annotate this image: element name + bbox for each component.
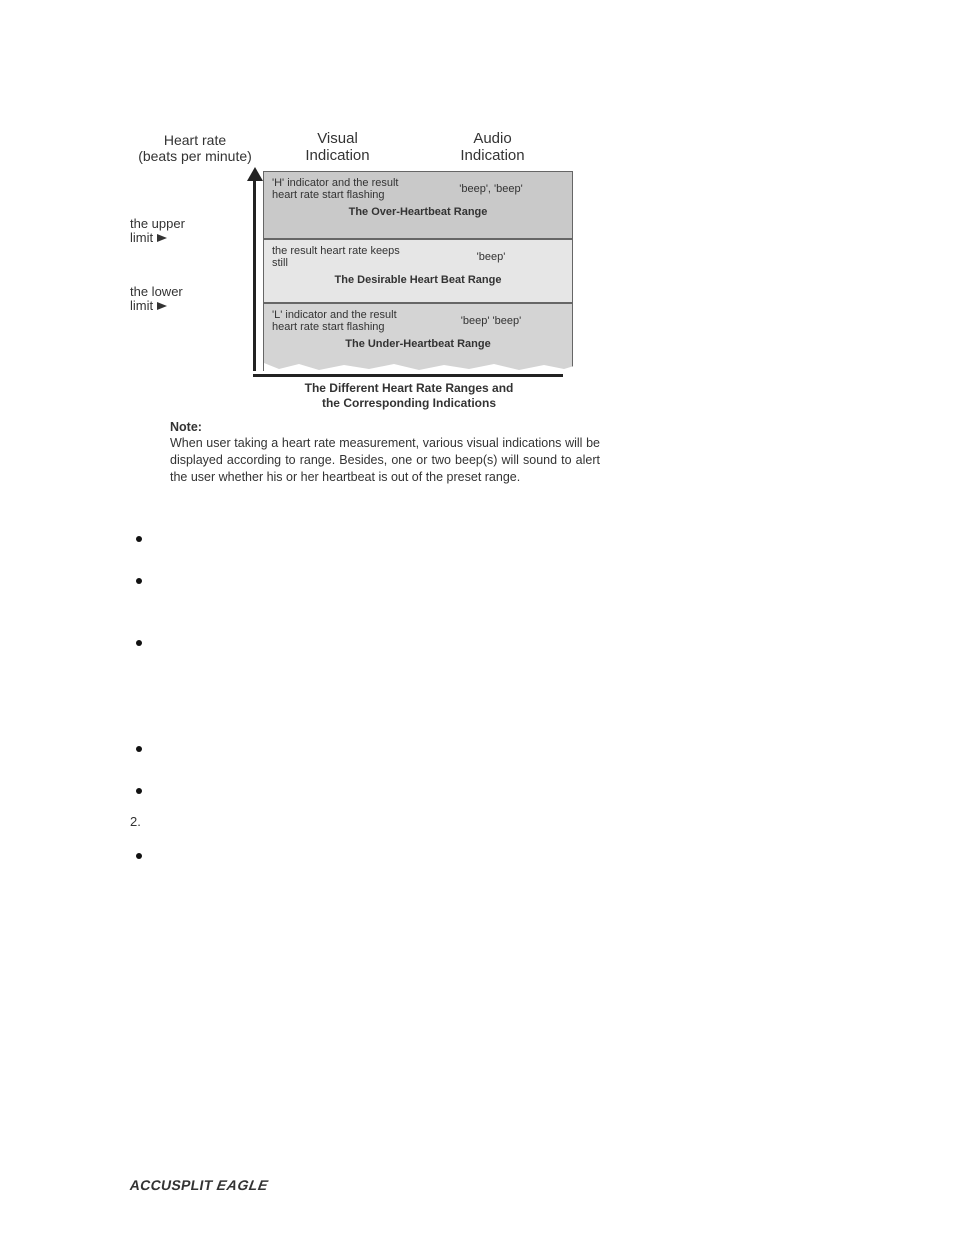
torn-edge-icon — [264, 363, 574, 371]
over-visual-text: 'H' indicator and the result heart rate … — [272, 177, 418, 202]
page: Heart rate (beats per minute) Visual Ind… — [0, 0, 954, 1235]
chart-left-labels: the upper limit the lower limit — [130, 171, 245, 371]
audio-indication-column-header: Audio Indication — [415, 130, 570, 165]
chart-ranges: 'H' indicator and the result heart rate … — [263, 171, 573, 371]
upper-limit-label: the upper limit — [130, 217, 185, 246]
list-item — [130, 784, 824, 794]
lower-limit-label: the lower limit — [130, 285, 183, 314]
heart-rate-header-line2: (beats per minute) — [130, 148, 260, 164]
note-text: When user taking a heart rate measuremen… — [170, 435, 600, 486]
footer-brand-2: EAGLE — [216, 1177, 270, 1193]
under-row: 'L' indicator and the result heart rate … — [272, 309, 564, 334]
bullet-icon — [136, 578, 142, 584]
lower-limit-row: limit — [130, 299, 183, 313]
bullet-icon — [136, 536, 142, 542]
heart-rate-column-header: Heart rate (beats per minute) — [130, 132, 260, 164]
over-row: 'H' indicator and the result heart rate … — [272, 177, 564, 202]
list-item — [130, 742, 824, 752]
bullet-icon — [136, 640, 142, 646]
heart-rate-header-line1: Heart rate — [130, 132, 260, 148]
lower-limit-line1: the lower — [130, 285, 183, 299]
axis-line — [253, 171, 256, 371]
mid-audio-text: 'beep' — [418, 251, 564, 263]
chart-column-headers: Heart rate (beats per minute) Visual Ind… — [130, 130, 824, 165]
heart-rate-ranges-chart: the upper limit the lower limit — [130, 171, 824, 371]
visual-indication-column-header: Visual Indication — [260, 130, 415, 165]
mid-range-label: The Desirable Heart Beat Range — [272, 274, 564, 286]
lower-limit-line2: limit — [130, 299, 153, 313]
under-visual-text: 'L' indicator and the result heart rate … — [272, 309, 418, 334]
visual-header-line2: Indication — [260, 147, 415, 164]
arrow-right-icon — [157, 234, 167, 242]
under-range-label: The Under-Heartbeat Range — [272, 338, 564, 350]
numbered-label: 2. — [130, 814, 141, 829]
caption-line2: the Corresponding Indications — [245, 396, 573, 411]
upper-limit-row: limit — [130, 231, 185, 245]
audio-header-line1: Audio — [415, 130, 570, 147]
visual-header-line1: Visual — [260, 130, 415, 147]
over-audio-text: 'beep', 'beep' — [418, 183, 564, 195]
axis-base-line — [253, 374, 563, 377]
numbered-list-item: 2. — [130, 814, 824, 829]
list-item — [130, 849, 824, 859]
bullet-list: 2. — [130, 532, 824, 859]
under-audio-text: 'beep' 'beep' — [418, 315, 564, 327]
footer-brand: ACCUSPLIT EAGLE — [129, 1177, 270, 1193]
figure-caption: The Different Heart Rate Ranges and the … — [245, 381, 573, 411]
list-item — [130, 532, 824, 542]
chart-y-axis — [245, 171, 263, 371]
over-heartbeat-range: 'H' indicator and the result heart rate … — [263, 171, 573, 239]
mid-row: the result heart rate keeps still 'beep' — [272, 245, 564, 270]
under-heartbeat-range: 'L' indicator and the result heart rate … — [263, 303, 573, 371]
note-block: Note: When user taking a heart rate meas… — [170, 419, 600, 487]
audio-header-line2: Indication — [415, 147, 570, 164]
bullet-icon — [136, 853, 142, 859]
upper-limit-line2: limit — [130, 231, 153, 245]
footer-brand-1: ACCUSPLIT — [129, 1177, 215, 1193]
bullet-icon — [136, 788, 142, 794]
bullet-icon — [136, 746, 142, 752]
list-item — [130, 636, 824, 646]
caption-line1: The Different Heart Rate Ranges and — [245, 381, 573, 396]
desirable-heartbeat-range: the result heart rate keeps still 'beep'… — [263, 239, 573, 303]
upper-limit-line1: the upper — [130, 217, 185, 231]
note-label: Note: — [170, 419, 600, 436]
list-item — [130, 574, 824, 584]
over-range-label: The Over-Heartbeat Range — [272, 206, 564, 218]
mid-visual-text: the result heart rate keeps still — [272, 245, 418, 270]
arrow-right-icon — [157, 302, 167, 310]
